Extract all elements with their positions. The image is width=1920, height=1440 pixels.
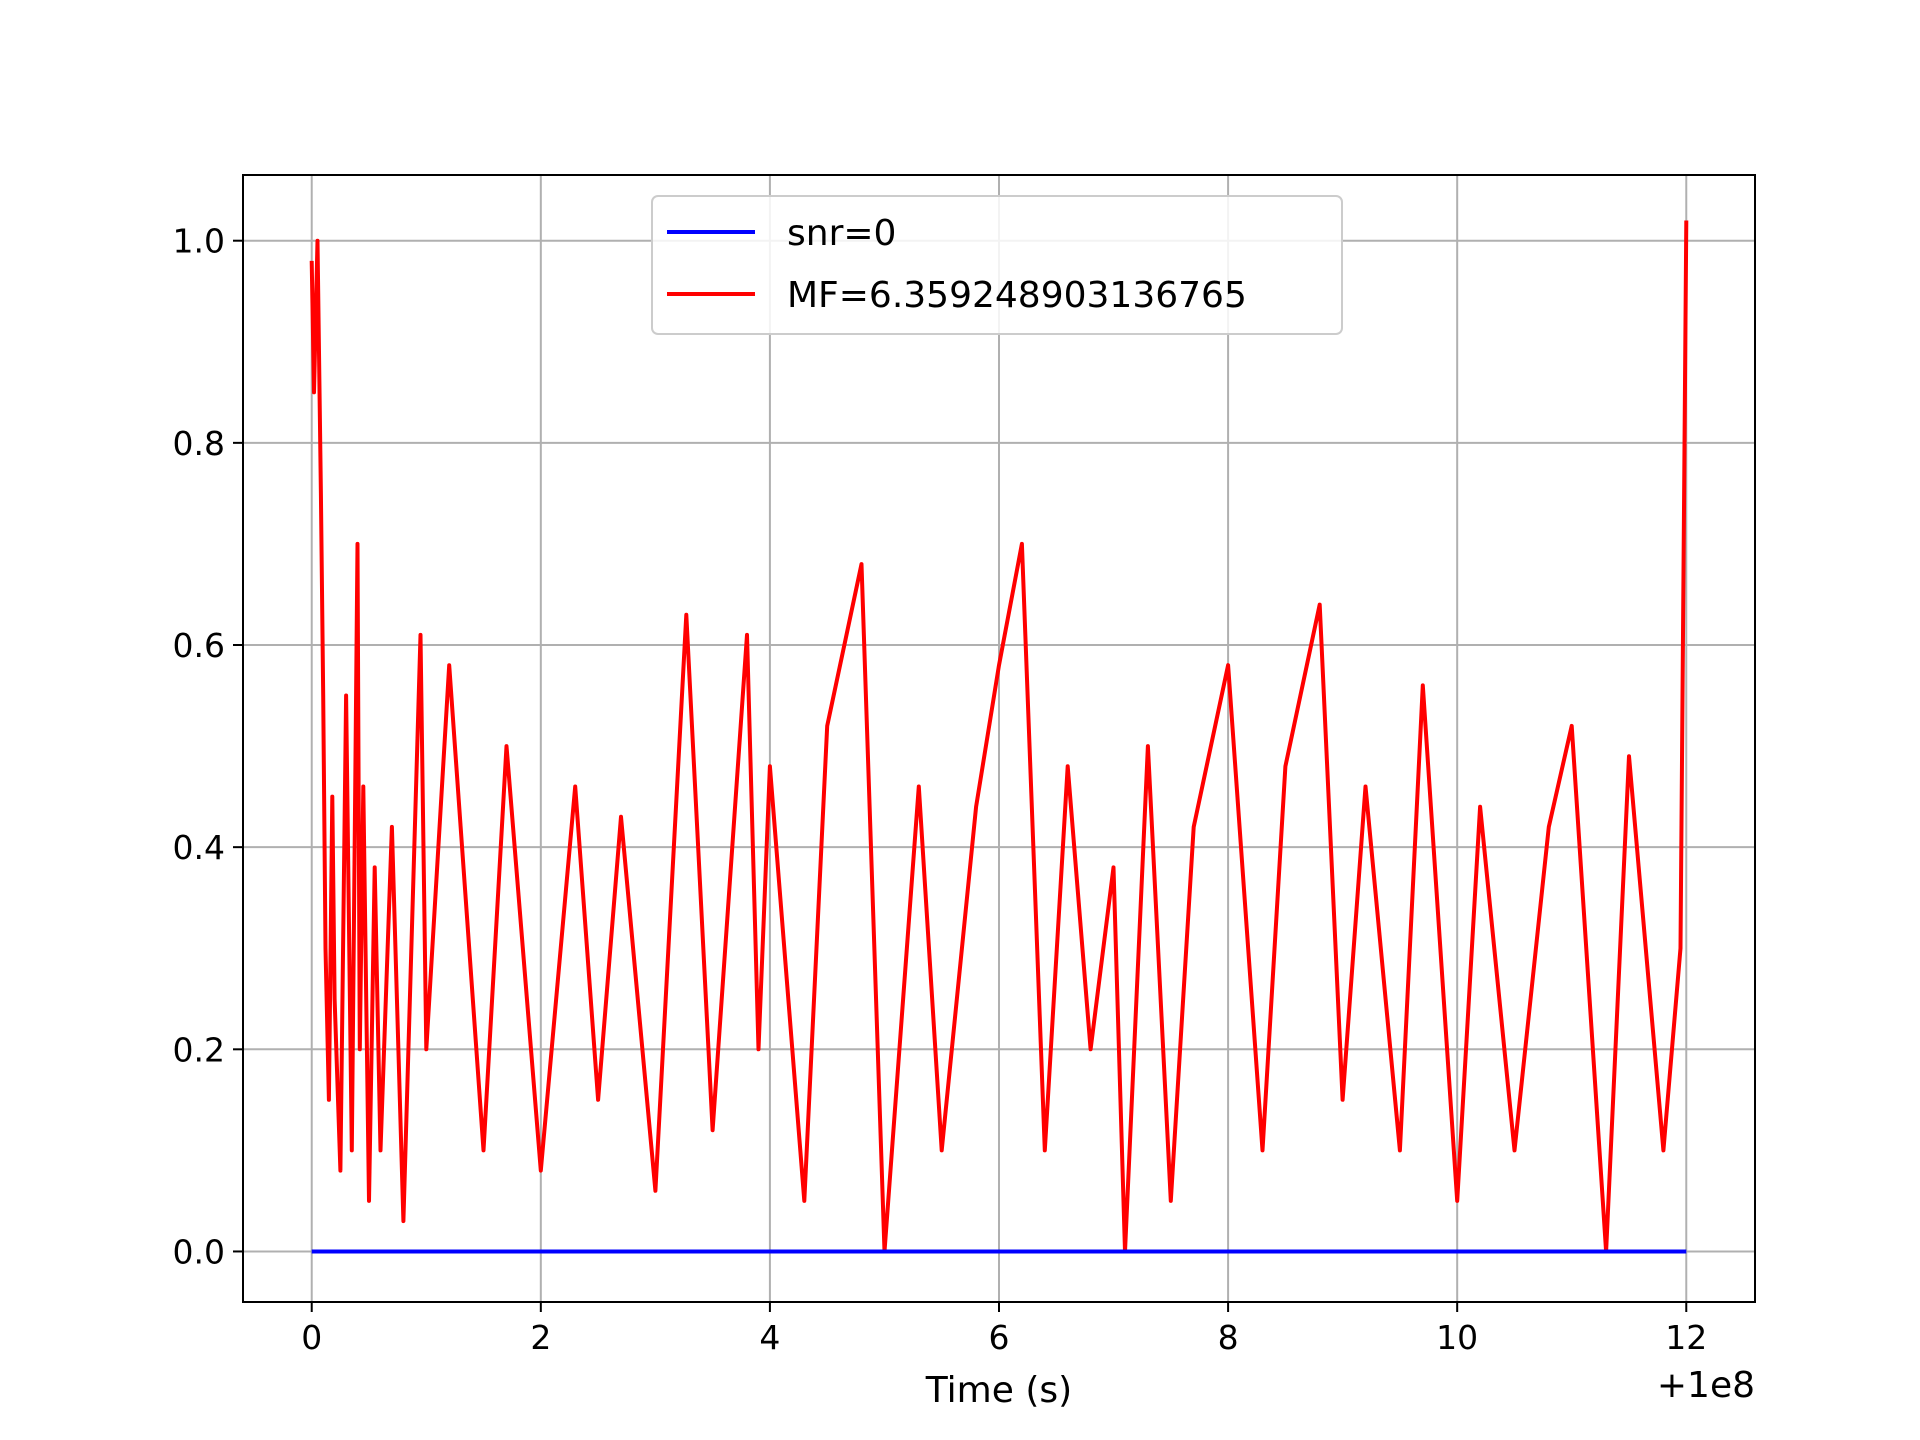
y-tick-label: 1.0 — [173, 222, 225, 261]
legend: snr=0 MF=6.359248903136765 — [651, 195, 1343, 335]
legend-label: MF=6.359248903136765 — [787, 275, 1247, 316]
x-tick-label: 4 — [759, 1318, 780, 1357]
x-tick-label: 2 — [530, 1318, 551, 1357]
x-tick-label: 0 — [301, 1318, 322, 1357]
legend-label: snr=0 — [787, 213, 896, 254]
x-axis-offset-label: +1e8 — [1657, 1365, 1755, 1406]
series-line — [309, 220, 1689, 1254]
y-tick-label: 0.4 — [173, 828, 225, 867]
y-tick-label: 0.0 — [173, 1232, 225, 1271]
y-tick-label: 0.8 — [173, 424, 225, 463]
x-tick-label: 10 — [1436, 1318, 1478, 1357]
y-tick-label: 0.2 — [173, 1030, 225, 1069]
axis-ticks: 0 2 4 6 8 10 12 0.0 0.2 0.4 0.6 0.8 1.0 — [173, 222, 1708, 1357]
x-tick-label: 6 — [989, 1318, 1010, 1357]
series-lines — [309, 220, 1689, 1254]
y-tick-label: 0.6 — [173, 626, 225, 665]
x-tick-label: 8 — [1218, 1318, 1239, 1357]
legend-box — [651, 195, 1343, 335]
x-tick-label: 12 — [1665, 1318, 1707, 1357]
x-axis-label: Time (s) — [925, 1370, 1072, 1411]
